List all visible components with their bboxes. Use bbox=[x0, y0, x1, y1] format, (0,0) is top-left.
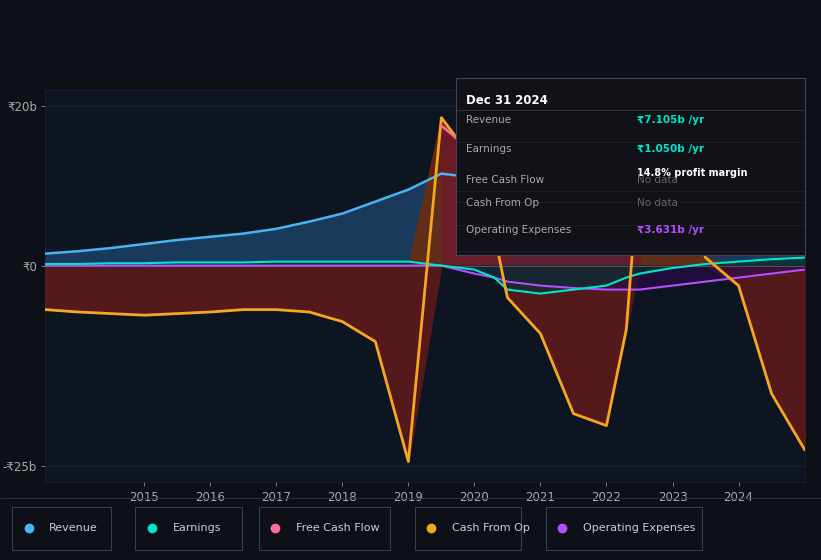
Text: Cash From Op: Cash From Op bbox=[452, 523, 530, 533]
Text: Revenue: Revenue bbox=[49, 523, 98, 533]
Text: Earnings: Earnings bbox=[172, 523, 221, 533]
Text: Cash From Op: Cash From Op bbox=[466, 198, 539, 208]
Text: No data: No data bbox=[637, 175, 678, 185]
Text: Revenue: Revenue bbox=[466, 115, 511, 125]
Text: Earnings: Earnings bbox=[466, 144, 511, 153]
Text: 14.8% profit margin: 14.8% profit margin bbox=[637, 169, 748, 179]
Text: ₹3.631b /yr: ₹3.631b /yr bbox=[637, 225, 704, 235]
Text: Free Cash Flow: Free Cash Flow bbox=[466, 175, 544, 185]
Text: No data: No data bbox=[637, 198, 678, 208]
Text: Dec 31 2024: Dec 31 2024 bbox=[466, 94, 548, 108]
Text: Operating Expenses: Operating Expenses bbox=[583, 523, 695, 533]
Text: ₹7.105b /yr: ₹7.105b /yr bbox=[637, 115, 704, 125]
Text: ₹1.050b /yr: ₹1.050b /yr bbox=[637, 144, 704, 153]
Text: Free Cash Flow: Free Cash Flow bbox=[296, 523, 379, 533]
Text: Operating Expenses: Operating Expenses bbox=[466, 225, 571, 235]
